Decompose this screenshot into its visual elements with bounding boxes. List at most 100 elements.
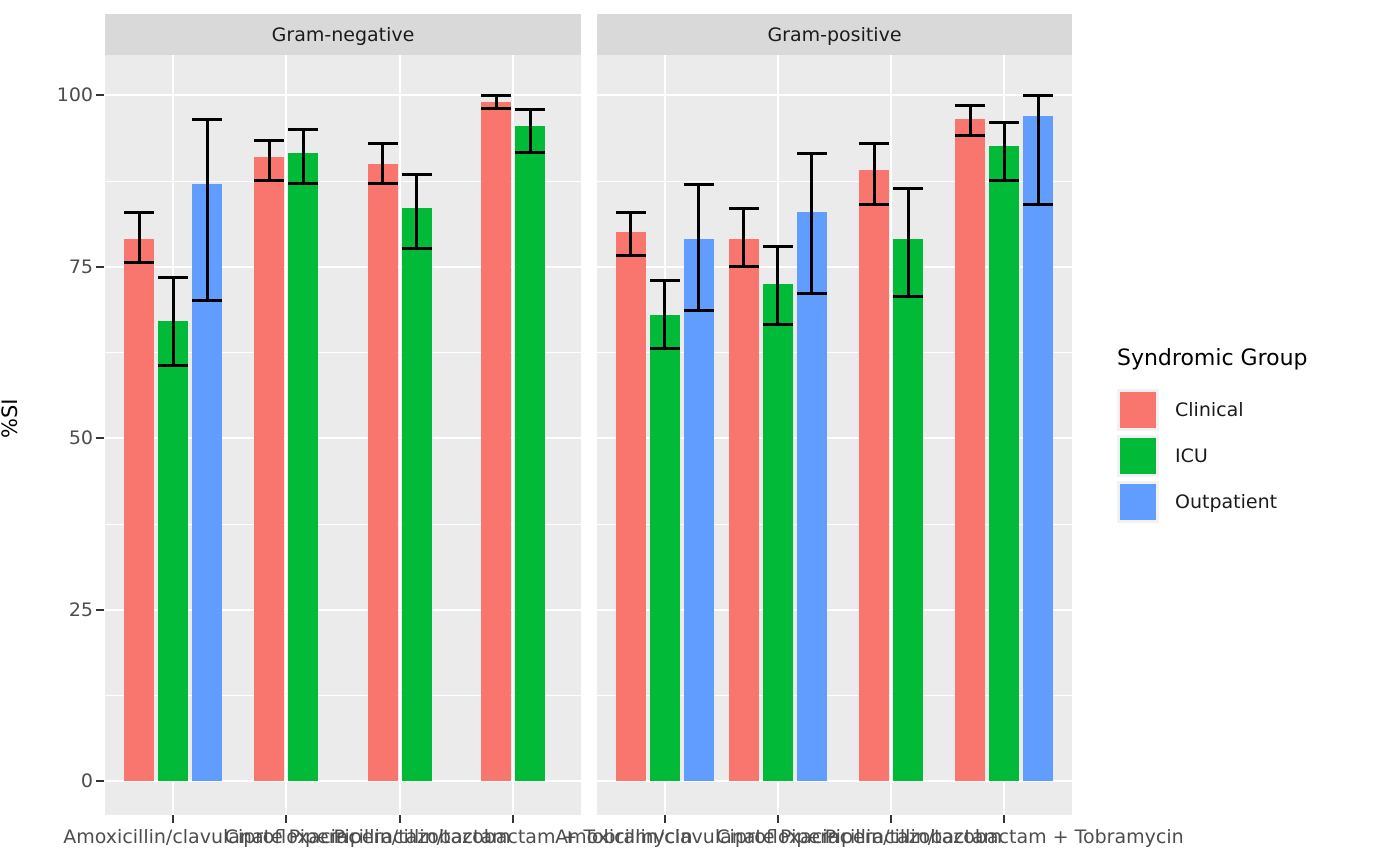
legend-entry-outpatient: Outpatient [1117,481,1308,523]
bar-clinical [615,232,646,781]
error-bar-cap-top [481,94,511,97]
x-tick-label: Piperacillin/tazobactam + Tobramycin [333,826,693,848]
legend-key [1117,435,1159,477]
error-bar-stem [810,153,814,294]
major-gridline-vertical [285,55,288,815]
error-bar-stem [906,187,910,298]
minor-gridline [597,180,1072,182]
bar-clinical [859,170,890,781]
major-gridline [105,94,581,96]
error-bar-stem [137,211,141,264]
major-gridline [597,437,1072,439]
minor-gridline [597,352,1072,354]
panel-gram-positive [597,55,1072,815]
bar-clinical [955,119,986,781]
error-bar-cap-bottom [762,322,793,326]
legend: Syndromic Group Clinical ICU Outpatient [1117,346,1308,527]
error-bar-stem [872,143,876,205]
bar-icu [515,125,545,781]
bar-outpatient [1023,115,1054,781]
error-bar-cap-top [515,107,545,111]
bar-icu [893,239,924,781]
bar-icu [158,321,188,781]
error-bar-cap-bottom [1023,202,1054,206]
y-tick-label: 0 [80,770,93,792]
error-bar-cap-bottom [515,151,545,155]
y-tick-label: 75 [68,255,93,278]
error-bar-cap-bottom [254,178,285,182]
legend-entry-icu: ICU [1117,435,1308,477]
y-axis-title: %SI [0,398,22,438]
error-bar-stem [494,95,498,109]
facet-strip-label: Gram-negative [271,23,415,46]
bar-icu [762,283,793,781]
error-bar-stem [205,119,209,301]
major-gridline [597,265,1072,268]
major-gridline [597,780,1072,782]
legend-swatch [1120,392,1156,428]
major-gridline [105,780,581,782]
y-tick-mark [96,265,104,268]
major-gridline [105,265,581,268]
panel-gram-negative [105,55,581,815]
x-tick-label: Piperacillin/tazobactam + Tobramycin [824,826,1184,848]
error-bar-stem [663,280,667,349]
legend-key [1117,389,1159,431]
legend-entry-label: Outpatient [1175,491,1278,513]
legend-swatch [1120,484,1156,520]
bar-outpatient [796,211,827,781]
y-tick-label: 25 [68,598,93,621]
bar-icu [649,314,680,781]
error-bar-stem [968,105,972,137]
y-tick-mark [96,780,104,782]
error-bar-cap-bottom [859,202,890,206]
x-tick-mark [512,815,514,823]
error-bar-stem [629,211,633,257]
error-bar-cap-bottom [288,182,319,186]
error-bar-cap-bottom [649,346,680,350]
legend-entry-label: ICU [1175,445,1208,467]
error-bar-cap-top [728,207,759,211]
bar-clinical [124,239,154,781]
major-gridline [105,608,581,611]
error-bar-cap-bottom [683,309,714,313]
error-bar-cap-bottom [615,254,646,258]
y-tick-label: 50 [68,427,93,449]
facet-strip-gram-negative: Gram-negative [105,14,581,55]
error-bar-cap-top [124,210,154,214]
minor-gridline [597,523,1072,525]
minor-gridline [105,695,581,697]
error-bar-stem [697,184,701,312]
bar-icu [288,153,319,781]
x-tick-label: Piperacillin/tazobactam [288,826,511,848]
error-bar-cap-top [1023,94,1054,97]
error-bar-stem [301,129,305,185]
error-bar-stem [381,143,385,185]
error-bar-cap-bottom [124,261,154,265]
error-bar-cap-top [158,275,188,279]
bar-outpatient [683,239,714,781]
x-tick-label: Piperacillin/tazobactam [780,826,1003,848]
error-bar-cap-top [649,279,680,283]
bar-clinical [254,156,285,781]
x-tick-mark [285,815,288,823]
error-bar-cap-bottom [192,298,222,302]
error-bar-cap-top [288,128,319,132]
minor-gridline [105,352,581,354]
error-bar-cap-bottom [989,178,1020,182]
minor-gridline [105,180,581,182]
error-bar-cap-bottom [367,182,398,186]
y-tick-mark [96,608,104,611]
error-bar-cap-top [254,138,285,142]
error-bar-stem [415,173,419,250]
error-bar-cap-bottom [401,247,432,251]
x-tick-mark [776,815,779,823]
x-tick-mark [1003,815,1006,823]
bar-clinical [481,101,511,781]
error-bar-stem [776,245,780,325]
x-tick-label: Amoxicillin/clavulanate [63,826,283,848]
minor-gridline [597,695,1072,697]
major-gridline-vertical [398,55,401,815]
error-bar-cap-top [859,142,890,146]
error-bar-stem [1002,122,1006,181]
